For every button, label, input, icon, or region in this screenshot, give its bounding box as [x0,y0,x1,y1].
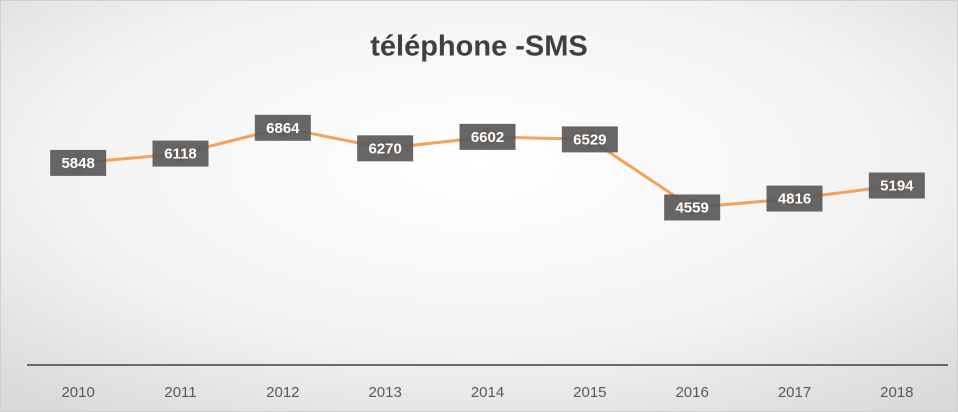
x-tick-label: 2014 [471,384,504,401]
data-label: 6529 [573,131,606,148]
x-tick-label: 2012 [266,384,299,401]
chart-title: téléphone -SMS [370,31,588,63]
data-label: 6864 [266,120,300,137]
x-tick-label: 2013 [368,384,401,401]
data-label-box [868,172,925,199]
x-tick-label: 2010 [61,384,94,401]
data-label-box [357,135,414,162]
data-label: 6602 [471,129,504,146]
x-tick-label: 2018 [880,384,913,401]
x-tick-label: 2017 [778,384,811,401]
data-label: 6270 [368,140,401,157]
data-label: 4816 [778,191,811,208]
x-tick-label: 2015 [573,384,606,401]
data-label-box [561,126,618,153]
x-tick-label: 2011 [164,384,196,401]
data-label-box [152,140,209,167]
data-label-box [766,185,823,212]
data-label: 5194 [880,177,914,194]
data-label-box [254,114,311,141]
data-label-box [459,123,516,150]
data-label: 6118 [164,146,197,163]
data-label: 4559 [675,199,708,216]
data-label-box [50,149,107,176]
x-tick-label: 2016 [675,384,708,401]
data-label: 5848 [61,155,94,172]
data-label-box [664,194,721,221]
